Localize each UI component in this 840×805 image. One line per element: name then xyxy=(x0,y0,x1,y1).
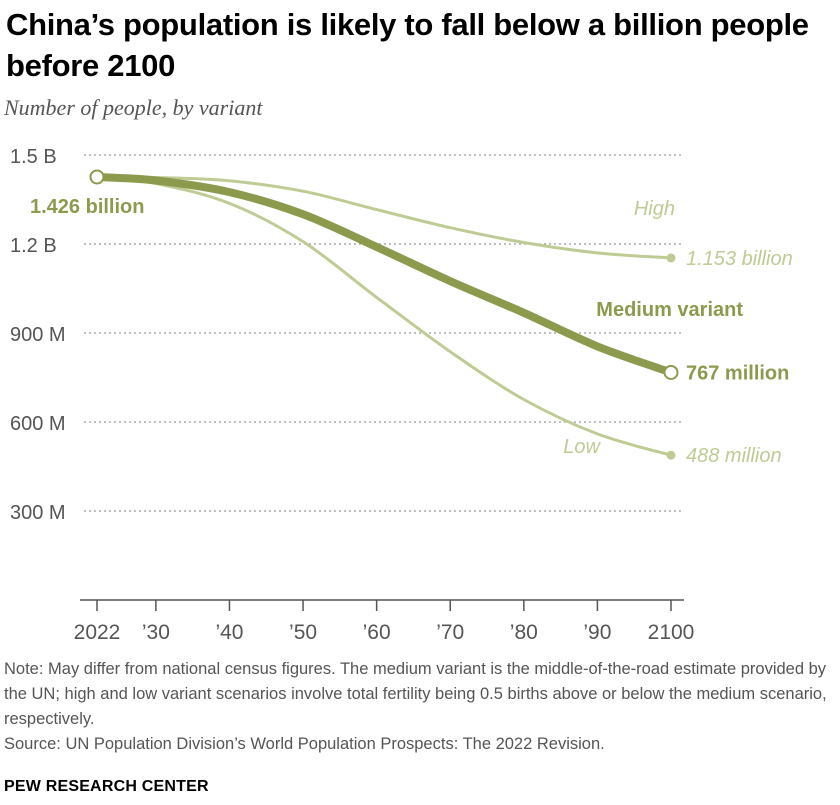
y-tick-label: 1.2 B xyxy=(10,235,57,257)
series-line-high xyxy=(95,175,673,260)
series-name-medium: Medium variant xyxy=(596,299,743,321)
end-point-high xyxy=(666,253,676,263)
x-tick-label: ’70 xyxy=(436,621,464,644)
series-line-medium xyxy=(93,173,675,377)
x-tick-label: ’50 xyxy=(289,621,317,644)
x-axis: 2022 ’30 ’40 ’50 ’60 ’70 ’80 ’90 2100 xyxy=(74,599,695,644)
start-point xyxy=(89,169,105,185)
x-tick-label: ’40 xyxy=(215,621,243,644)
source-text: Source: UN Population Division’s World P… xyxy=(4,735,605,753)
y-tick-label: 1.5 B xyxy=(10,146,57,168)
chart-title: China’s population is likely to fall bel… xyxy=(6,7,809,83)
chart-notes: Note: May differ from national census fi… xyxy=(4,657,834,757)
y-tick-label: 900 M xyxy=(10,324,66,346)
end-label-medium: 767 million xyxy=(686,362,789,384)
series-line-low xyxy=(95,175,673,457)
y-tick-label: 600 M xyxy=(10,413,66,435)
series-name-low: Low xyxy=(563,436,601,458)
x-tick-label: ’90 xyxy=(583,621,611,644)
start-label: 1.426 billion xyxy=(30,196,144,218)
end-point-medium xyxy=(663,364,679,380)
chart-subtitle: Number of people, by variant xyxy=(4,95,263,120)
line-chart: 300 M 600 M 900 M 1.2 B 1.5 B 2022 ’30 ’40 ’50 ’… xyxy=(10,146,793,644)
x-tick-label: 2022 xyxy=(74,621,121,644)
x-tick-label: ’30 xyxy=(142,621,170,644)
end-label-high: 1.153 billion xyxy=(686,248,793,270)
x-tick-label: ’60 xyxy=(363,621,391,644)
gridlines: 300 M 600 M 900 M 1.2 B 1.5 B xyxy=(10,146,684,524)
x-tick-label: 2100 xyxy=(648,621,695,644)
note-text: Note: May differ from national census fi… xyxy=(4,660,827,728)
x-tick-label: ’80 xyxy=(510,621,538,644)
y-tick-label: 300 M xyxy=(10,502,66,524)
end-point-low xyxy=(666,450,676,460)
series-labels: 1.153 billion High 767 million Medium varia… xyxy=(30,169,793,467)
series-name-high: High xyxy=(634,198,675,220)
end-label-low: 488 million xyxy=(686,445,782,467)
brand-logo-text: PEW RESEARCH CENTER xyxy=(4,778,209,795)
series-lines xyxy=(93,173,675,457)
